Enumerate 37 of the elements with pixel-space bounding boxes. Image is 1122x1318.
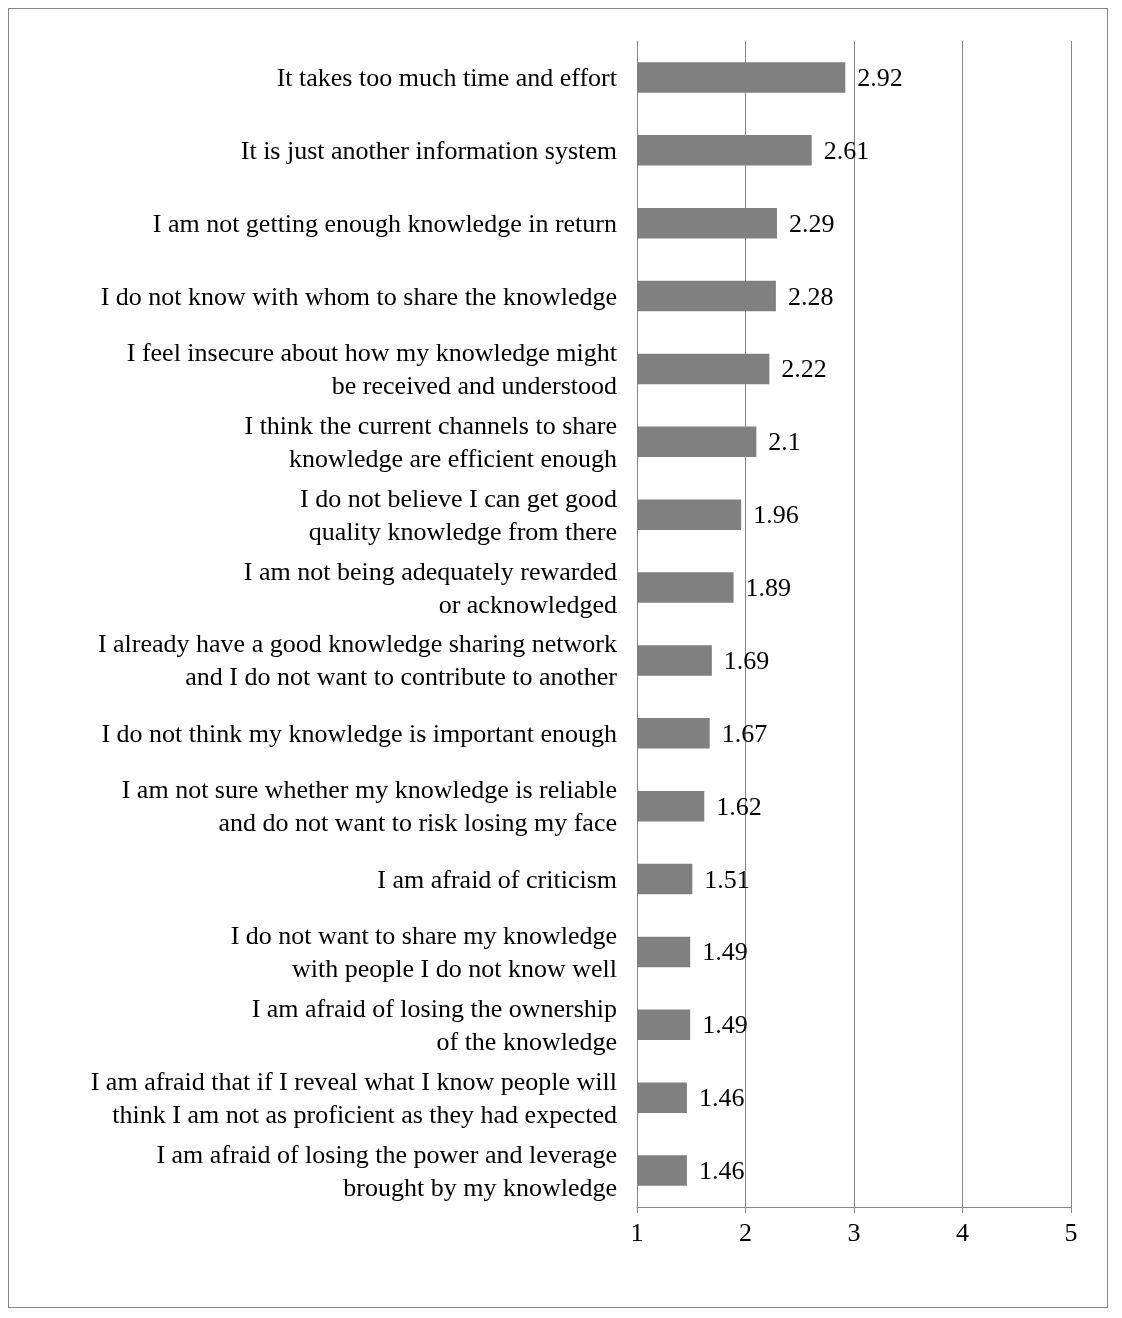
y-tick-label: It is just another information system	[240, 135, 617, 165]
x-tick-label: 4	[956, 1217, 969, 1247]
y-tick-label: I do not think my knowledge is important enough	[101, 718, 617, 748]
y-tick-label: I am not being adequately rewarded or acknowledged	[243, 556, 617, 619]
data-label: 2.29	[788, 208, 835, 238]
data-label: 2.92	[857, 62, 903, 92]
data-label: 1.49	[702, 1010, 748, 1040]
y-tick-label: I already have a good knowledge sharing network and I do not want to contribute to another	[97, 629, 618, 692]
y-tick-label: I feel insecure about how my knowledge might be received and understood	[126, 337, 618, 400]
y-tick-label: I am afraid that if I reveal what I know people will think I am not as proficient as they had expected	[90, 1066, 617, 1129]
x-tick-label: 2	[739, 1217, 752, 1247]
y-tick-label: I do not want to share my knowledge with people I do not know well	[230, 920, 617, 983]
data-label: 2.1	[768, 427, 801, 457]
y-tick-label: I am afraid of losing the power and leverage brought by my knowledge	[156, 1139, 617, 1202]
data-label: 1.67	[721, 718, 768, 748]
data-label: 1.89	[745, 573, 792, 603]
data-label: 1.46	[698, 1156, 745, 1186]
data-label: 2.22	[781, 354, 827, 384]
data-label: 1.49	[702, 937, 748, 967]
y-tick-label: It takes too much time and effort	[276, 62, 618, 92]
data-label: 1.46	[698, 1083, 745, 1113]
y-tick-label: I am afraid of losing the ownership of the knowledge	[251, 993, 617, 1056]
data-label: 1.51	[704, 864, 750, 894]
data-label: 1.69	[723, 645, 770, 675]
data-label: 1.96	[753, 500, 799, 530]
y-tick-label: I think the current channels to share knowledge are efficient enough	[244, 410, 617, 473]
x-tick-label: 3	[847, 1217, 861, 1247]
y-tick-label: I am not sure whether my knowledge is reliable and do not want to risk losing my face	[121, 775, 617, 838]
x-tick-label: 5	[1064, 1217, 1078, 1247]
data-label: 2.61	[823, 135, 870, 165]
y-tick-label: I am not getting enough knowledge in return	[152, 208, 617, 238]
data-label: 1.62	[716, 791, 762, 821]
y-tick-label: I do not believe I can get good quality knowledge from there	[300, 483, 617, 546]
x-tick-label: 1	[630, 1217, 644, 1247]
y-tick-label: I do not know with whom to share the knowledge	[100, 281, 617, 311]
y-tick-label: I am afraid of criticism	[377, 864, 617, 894]
data-label: 2.28	[787, 281, 834, 311]
